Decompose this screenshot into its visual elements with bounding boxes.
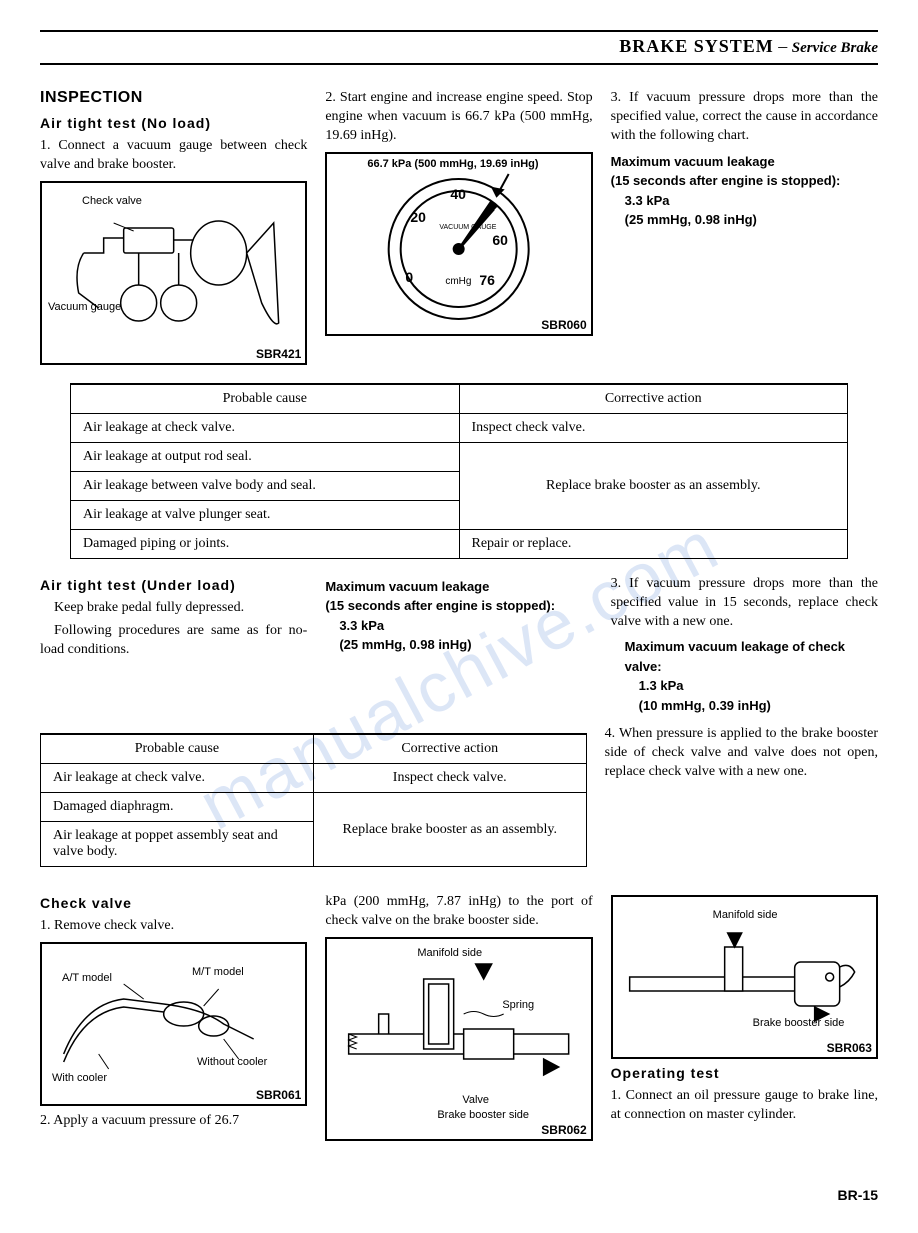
underload-step4: 4. When pressure is applied to the brake…	[605, 725, 878, 782]
noload-step2: 2. Start engine and increase engine spee…	[325, 89, 592, 146]
air-tight-noload-title: Air tight test (No load)	[40, 115, 307, 131]
fig3-mt: M/T model	[192, 966, 244, 978]
header-system: BRAKE SYSTEM	[619, 36, 774, 56]
table-underload: Probable cause Corrective action Air lea…	[40, 733, 587, 867]
fig4-valve: Valve	[462, 1094, 489, 1106]
fig5-booster: Brake booster side	[753, 1017, 845, 1029]
spec1-sub: (15 seconds after engine is stopped):	[611, 173, 841, 188]
t1-r234c2: Replace brake booster as an assembly.	[459, 442, 848, 529]
underload-title: Air tight test (Under load)	[40, 577, 307, 593]
t2-r1c1: Air leakage at check valve.	[41, 764, 314, 793]
fig3-without: Without cooler	[197, 1056, 267, 1068]
t1-r3c1: Air leakage between valve body and seal.	[71, 471, 460, 500]
t1-r5c2: Repair or replace.	[459, 529, 848, 558]
spec2-v2: (25 mmHg, 0.98 inHg)	[325, 635, 592, 655]
fig3-with: With cooler	[52, 1072, 107, 1084]
fig2-40: 40	[450, 186, 466, 202]
figure-sbr061: A/T model M/T model With cooler Without …	[40, 942, 307, 1106]
fig3-code: SBR061	[256, 1088, 301, 1102]
fig4-manifold: Manifold side	[417, 947, 482, 959]
figure-sbr421: Check valve Vacuum gauge SBR421	[40, 181, 307, 365]
fig4-spring: Spring	[502, 999, 534, 1011]
inspection-title: INSPECTION	[40, 89, 307, 107]
fig2-unit: cmHg	[445, 276, 471, 287]
t2-r2c1: Damaged diaphragm.	[41, 793, 314, 822]
figure-sbr060: 66.7 kPa (500 mmHg, 19.69 inHg) 40 20 60…	[325, 152, 592, 336]
cv-step1: 1. Remove check valve.	[40, 917, 307, 936]
fig2-76: 76	[479, 272, 495, 288]
cv-spec-title: Maximum vacuum leakage of check valve:	[611, 637, 878, 676]
figure-sbr063: Manifold side Brake booster side SBR063	[611, 895, 878, 1059]
t2-r1c2: Inspect check valve.	[313, 764, 586, 793]
fig1-code: SBR421	[256, 347, 301, 361]
t1-r5c1: Damaged piping or joints.	[71, 529, 460, 558]
spec1-v1: 3.3 kPa	[611, 191, 878, 211]
fig2-dial: VACUUM GAUGE	[439, 224, 496, 231]
spec2-v1: 3.3 kPa	[325, 616, 592, 636]
underload-p2: Following procedures are same as for no-…	[40, 622, 307, 660]
fig5-code: SBR063	[827, 1041, 872, 1055]
fig4-code: SBR062	[541, 1123, 586, 1137]
cv-step2: 2. Apply a vacuum pressure of 26.7	[40, 1112, 307, 1131]
figure-sbr062: Manifold side Spring Valve Brake booster…	[325, 937, 592, 1141]
underload-p1: Keep brake pedal fully depressed.	[40, 599, 307, 618]
t2-h1: Probable cause	[41, 734, 314, 764]
fig2-60: 60	[492, 232, 508, 248]
optest-step1: 1. Connect an oil pressure gauge to brak…	[611, 1087, 878, 1125]
checkvalve-title: Check valve	[40, 895, 307, 911]
fig4-booster: Brake booster side	[437, 1109, 529, 1121]
noload-step1: 1. Connect a vacuum gauge between check …	[40, 137, 307, 175]
fig2-top-label: 66.7 kPa (500 mmHg, 19.69 inHg)	[367, 158, 538, 170]
optest-title: Operating test	[611, 1065, 878, 1081]
header-rule-top	[40, 30, 878, 32]
t1-r1c2: Inspect check valve.	[459, 413, 848, 442]
fig2-0: 0	[405, 269, 413, 285]
t2-r3c1: Air leakage at poppet assembly seat and …	[41, 822, 314, 867]
t1-r4c1: Air leakage at valve plunger seat.	[71, 500, 460, 529]
cv-spec-v1: 1.3 kPa	[611, 676, 878, 696]
t1-h1: Probable cause	[71, 384, 460, 414]
header-subtitle: Service Brake	[792, 40, 878, 56]
cv-spec-v2: (10 mmHg, 0.39 inHg)	[611, 696, 878, 716]
t2-r23c2: Replace brake booster as an assembly.	[313, 793, 586, 867]
fig2-code: SBR060	[541, 318, 586, 332]
fig5-manifold: Manifold side	[713, 909, 778, 921]
spec2-sub: (15 seconds after engine is stopped):	[325, 598, 555, 613]
cv-step2-cont: kPa (200 mmHg, 7.87 inHg) to the port of…	[325, 893, 592, 931]
spec-max-vacuum-1: Maximum vacuum leakage (15 seconds after…	[611, 152, 878, 230]
fig1-checkvalve-label: Check valve	[82, 195, 142, 207]
spec1-title: Maximum vacuum leakage	[611, 154, 775, 169]
fig1-vacuum-label: Vacuum gauge	[48, 301, 121, 313]
spec2-title: Maximum vacuum leakage	[325, 579, 489, 594]
t2-h2: Corrective action	[313, 734, 586, 764]
noload-step3: 3. If vacuum pressure drops more than th…	[611, 89, 878, 146]
header-dash: –	[774, 36, 792, 56]
t1-r2c1: Air leakage at output rod seal.	[71, 442, 460, 471]
spec-checkvalve: Maximum vacuum leakage of check valve: 1…	[611, 637, 878, 715]
t1-h2: Corrective action	[459, 384, 848, 414]
page-number: BR-15	[40, 1187, 878, 1203]
table-noload: Probable cause Corrective action Air lea…	[70, 383, 848, 559]
fig3-at: A/T model	[62, 972, 112, 984]
underload-step3: 3. If vacuum pressure drops more than th…	[611, 575, 878, 632]
page-header: BRAKE SYSTEM – Service Brake	[40, 34, 878, 65]
spec-max-vacuum-2: Maximum vacuum leakage (15 seconds after…	[325, 577, 592, 655]
t1-r1c1: Air leakage at check valve.	[71, 413, 460, 442]
spec1-v2: (25 mmHg, 0.98 inHg)	[611, 210, 878, 230]
fig2-20: 20	[410, 209, 426, 225]
